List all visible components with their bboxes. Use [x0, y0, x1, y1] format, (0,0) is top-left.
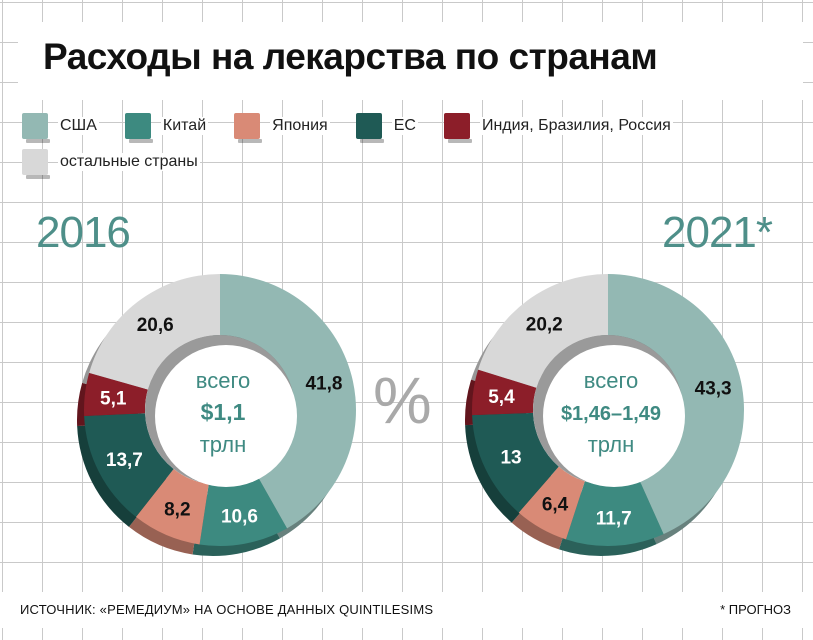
legend-swatch-japan [234, 113, 263, 143]
donut-value-label-usa: 43,3 [695, 379, 732, 400]
donut-value-label-eu: 13,7 [106, 450, 143, 471]
legend-label-usa: США [58, 117, 99, 135]
donut-slice-china [565, 478, 664, 546]
legend-item-eu: ЕС [355, 113, 418, 143]
donut-value-label-japan: 6,4 [542, 495, 569, 516]
donut-slice-ibr [84, 372, 148, 416]
donut-chart-2016: 41,8 10,6 8,2 13,7 5,1 20,6 всего $1,1 трлн [77, 274, 357, 556]
donut-chart-2021: 43,3 11,7 6,4 13 5,4 20,2 всего $1,46–1,49 трлн [465, 274, 744, 556]
legend-label-china: Китай [160, 117, 209, 135]
year-2016-label: 2016 [36, 208, 131, 257]
donut-slice-eu [472, 412, 559, 513]
legend-row-2: остальные страны [22, 144, 792, 180]
legend-item-china: Китай [124, 113, 209, 143]
legend-swatch-others [22, 149, 50, 179]
donut-value-label-ibr: 5,1 [100, 389, 127, 410]
legend: США Китай Япония ЕС Индия, Бразилия, Рос… [22, 108, 792, 180]
donut-value-label-others: 20,6 [137, 315, 174, 336]
center-label-unit: трлн [588, 432, 635, 457]
donut-slice-others [89, 274, 220, 390]
center-label-amount: $1,1 [201, 399, 246, 425]
legend-label-ibr: Индия, Бразилия, Россия [479, 117, 673, 135]
legend-item-japan: Япония [234, 113, 330, 143]
center-label-total: всего [196, 368, 250, 393]
center-label-unit: трлн [200, 432, 247, 457]
legend-swatch-usa [22, 113, 50, 143]
legend-swatch-ibr [443, 113, 472, 143]
donut-slice-eu [84, 413, 174, 517]
donut-slice-usa [608, 274, 744, 535]
title-box [18, 22, 803, 100]
source-text: ИСТОЧНИК: «РЕМЕДИУМ» НА ОСНОВЕ ДАННЫХ QU… [20, 602, 434, 617]
donut-slice-japan [518, 466, 585, 540]
donut-hole [155, 345, 297, 487]
legend-swatch-china [124, 113, 153, 143]
legend-label-eu: ЕС [391, 117, 418, 135]
donut-value-label-others: 20,2 [526, 314, 563, 335]
year-2021-label: 2021* [662, 208, 773, 257]
donut-value-label-usa: 41,8 [305, 374, 342, 395]
donut-slice-japan [135, 468, 209, 545]
percent-symbol: % [373, 363, 432, 437]
donut-slice-others [478, 274, 608, 388]
donut-slice-usa [220, 274, 357, 529]
donut-value-label-china: 11,7 [596, 508, 632, 529]
donut-value-label-eu: 13 [500, 447, 521, 468]
legend-label-others: остальные страны [58, 153, 200, 171]
legend-item-usa: США [22, 113, 99, 143]
footer [0, 592, 813, 628]
legend-row-1: США Китай Япония ЕС Индия, Бразилия, Рос… [22, 108, 792, 144]
legend-swatch-eu [355, 113, 384, 143]
chart-title: Расходы на лекарства по странам [43, 36, 658, 77]
donut-value-label-ibr: 5,4 [488, 387, 515, 408]
donut-value-label-china: 10,6 [221, 507, 258, 528]
legend-label-japan: Япония [270, 117, 330, 135]
legend-item-others: остальные страны [22, 149, 200, 179]
center-label-total: всего [584, 368, 638, 393]
donut-value-label-japan: 8,2 [164, 500, 190, 521]
legend-item-ibr: Индия, Бразилия, Россия [443, 113, 673, 143]
donut-hole [543, 345, 685, 487]
donut-slice-ibr [472, 369, 537, 416]
donut-slice-china [199, 475, 288, 546]
forecast-note: * ПРОГНОЗ [720, 602, 791, 617]
center-label-amount: $1,46–1,49 [561, 403, 661, 425]
